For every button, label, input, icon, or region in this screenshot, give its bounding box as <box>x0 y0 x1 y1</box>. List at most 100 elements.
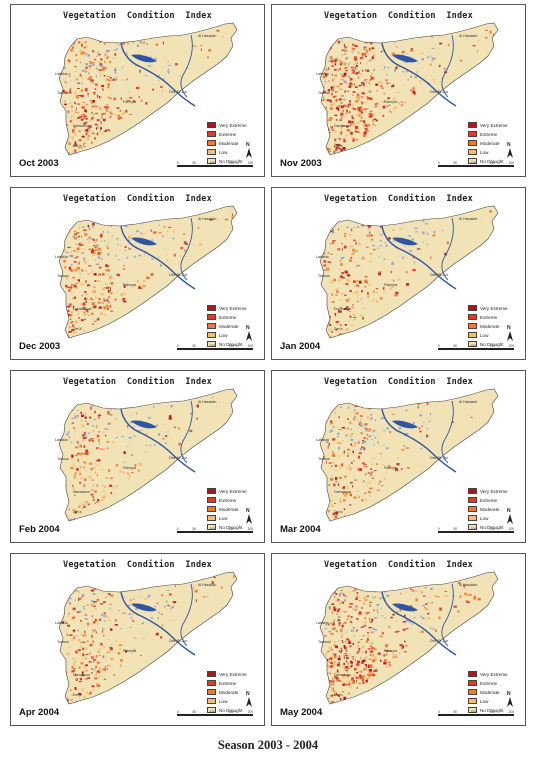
legend-label: Extreme <box>219 131 237 137</box>
legend-swatch <box>207 707 216 713</box>
euphrates-river <box>120 408 196 473</box>
north-label: N <box>507 325 511 331</box>
legend-swatch <box>207 497 216 503</box>
legend-swatch <box>468 506 477 512</box>
scale-tick: 150 <box>489 161 495 165</box>
legend-label: Very Extreme <box>480 488 508 494</box>
legend-swatch <box>207 524 216 530</box>
city-label: Deir Ez-Zor <box>430 639 449 643</box>
scale-tick: 0 <box>177 710 179 714</box>
syria-vci-map: Lattakia Tartous Al Hasakah Deir Ez-Zor Palm… <box>316 571 499 705</box>
legend-label: Extreme <box>219 497 237 503</box>
north-arrow-icon: N <box>245 691 253 708</box>
north-label: N <box>507 691 511 697</box>
north-label: N <box>246 142 250 148</box>
scale-bar: 0 50 100 150 200 <box>177 710 253 721</box>
month-label: Oct 2003 <box>19 158 59 169</box>
legend-label: Very Extreme <box>480 305 508 311</box>
city-label: Tartous <box>318 274 330 278</box>
legend-swatch <box>207 488 216 494</box>
city-label: Deir Ez-Zor <box>430 273 449 277</box>
legend-item: No Drought <box>207 523 247 531</box>
legend-label: Very Extreme <box>219 671 247 677</box>
legend-item: Low <box>468 331 508 339</box>
city-label: Lattakia <box>55 72 68 76</box>
north-label: N <box>246 508 250 514</box>
legend-swatch <box>207 332 216 338</box>
legend-item: Moderate <box>468 688 508 696</box>
city-label: Palmyra <box>384 466 397 470</box>
syria-vci-map: Lattakia Tartous Al Hasakah Deir Ez-Zor Palm… <box>316 388 499 522</box>
scale-tick: 50 <box>192 161 196 165</box>
legend-label: Extreme <box>219 314 237 320</box>
syria-vci-map: Lattakia Tartous Al Hasakah Deir Ez-Zor Palm… <box>316 22 499 156</box>
legend-label: No Drought <box>219 158 243 164</box>
scale-bar: 0 50 100 150 200 <box>438 710 514 721</box>
city-label: Deir Ez-Zor <box>169 456 188 460</box>
scale-tick: 100 <box>470 710 476 714</box>
country-border <box>319 205 499 339</box>
scale-tick: 50 <box>192 710 196 714</box>
scale-tick: 50 <box>192 344 196 348</box>
legend-swatch <box>468 122 477 128</box>
city-label: Palmyra <box>123 649 136 653</box>
city-label: Damascus <box>73 124 90 128</box>
legend-item: Moderate <box>207 139 247 147</box>
legend-label: Moderate <box>480 140 500 146</box>
legend-swatch <box>207 341 216 347</box>
month-label: Jan 2004 <box>280 341 321 352</box>
legend-item: No Drought <box>468 706 508 714</box>
city-label: Lattakia <box>316 621 329 625</box>
legend-label: No Drought <box>480 524 504 530</box>
legend-swatch <box>207 689 216 695</box>
scale-tick: 0 <box>177 161 179 165</box>
scale-tick: 0 <box>177 527 179 531</box>
map-panel: Lattakia Tartous Al Hasakah Deir Ez-Zor Palm… <box>10 187 265 360</box>
month-label: Nov 2003 <box>280 158 322 169</box>
legend-label: Very Extreme <box>219 488 247 494</box>
legend-label: Moderate <box>219 689 239 695</box>
legend-item: Very Extreme <box>207 121 247 129</box>
map-panel: Lattakia Tartous Al Hasakah Deir Ez-Zor Palm… <box>271 553 526 726</box>
legend-swatch <box>468 332 477 338</box>
scale-tick: 0 <box>438 161 440 165</box>
legend-label: Extreme <box>480 314 498 320</box>
panel-title: Vegetation Condition Index <box>63 377 212 387</box>
legend-swatch <box>468 707 477 713</box>
scale-tick: 150 <box>228 710 234 714</box>
legend-swatch <box>468 131 477 137</box>
city-label: Damascus <box>73 490 90 494</box>
legend-item: Extreme <box>468 496 508 504</box>
scale-bar: 0 50 100 150 200 <box>438 161 514 172</box>
country-border <box>319 22 499 156</box>
map-panel: Lattakia Tartous Al Hasakah Deir Ez-Zor Palm… <box>10 370 265 543</box>
north-label: N <box>246 325 250 331</box>
legend-label: Moderate <box>219 506 239 512</box>
legend-label: No Drought <box>219 707 243 713</box>
city-label: Palmyra <box>384 100 397 104</box>
legend-item: Low <box>207 148 247 156</box>
country-land <box>320 572 498 704</box>
euphrates-river <box>381 225 457 290</box>
legend: Very Extreme Extreme Moderate Low No Drought <box>207 304 247 349</box>
lake-assad <box>392 237 418 246</box>
city-label: Tartous <box>318 91 330 95</box>
scale-tick: 0 <box>177 344 179 348</box>
legend-swatch <box>207 122 216 128</box>
legend-label: Very Extreme <box>480 122 508 128</box>
city-label: Lattakia <box>316 255 329 259</box>
month-label: Apr 2004 <box>19 707 60 718</box>
city-label: Lattakia <box>316 438 329 442</box>
north-arrow-icon: N <box>506 325 514 342</box>
city-label: Damascus <box>334 307 351 311</box>
legend-swatch <box>468 149 477 155</box>
legend: Very Extreme Extreme Moderate Low No Drought <box>207 121 247 166</box>
legend-label: Extreme <box>480 680 498 686</box>
scale-bar: 0 50 100 150 200 <box>177 527 253 538</box>
legend-label: Moderate <box>480 506 500 512</box>
scale-tick: 100 <box>209 161 215 165</box>
legend-label: Extreme <box>480 497 498 503</box>
map-panel: Lattakia Tartous Al Hasakah Deir Ez-Zor Palm… <box>271 187 526 360</box>
scale-tick: 150 <box>489 344 495 348</box>
city-label: Der'a <box>73 327 81 331</box>
